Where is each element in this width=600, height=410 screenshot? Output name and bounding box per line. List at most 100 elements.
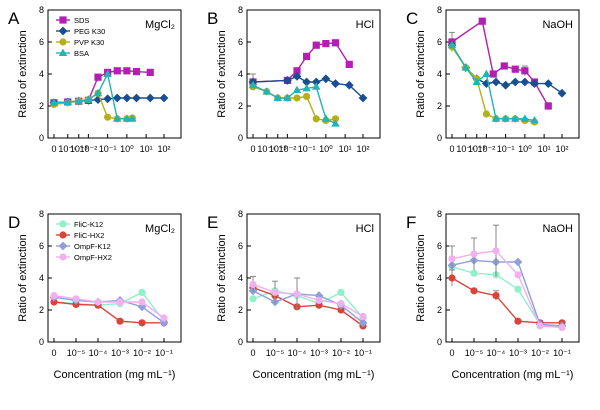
y-axis-label: Ratio of extinction — [415, 30, 427, 117]
condition-label: MgCl₂ — [145, 223, 175, 235]
x-tick-label: 10⁻² — [133, 348, 151, 358]
data-point — [331, 79, 340, 88]
data-point — [72, 295, 80, 303]
x-tick-label: 10⁻³ — [310, 348, 328, 358]
y-tick-label: 8 — [238, 5, 243, 15]
data-point — [138, 298, 146, 306]
data-point — [128, 114, 137, 122]
series-line — [53, 296, 165, 324]
data-point — [63, 97, 72, 105]
data-point — [93, 88, 103, 97]
x-tick-label: 10⁻⁴ — [288, 348, 307, 358]
x-tick-label: 10² — [555, 144, 568, 154]
legend-marker — [59, 253, 67, 261]
data-point — [530, 116, 539, 124]
y-tick-label: 8 — [39, 5, 44, 15]
y-axis-label: Ratio of extinction — [17, 30, 29, 117]
panel-letter: D — [8, 213, 20, 232]
data-point — [501, 114, 510, 122]
y-tick-label: 6 — [39, 37, 44, 47]
y-axis-label: Ratio of extinction — [216, 234, 228, 321]
x-tick-label: 10⁻⁵ — [67, 348, 86, 358]
panel-f: 0 2 4 6 8 0 10⁻⁵ 10⁻⁴ 10⁻³ 10⁻² 10⁻¹ Ratio of extin… — [406, 209, 580, 381]
data-point — [303, 92, 311, 100]
y-tick-label: 8 — [39, 209, 44, 219]
legend-marker — [59, 16, 67, 24]
series-ompf-hx2 — [448, 224, 566, 332]
data-point — [273, 93, 282, 101]
panel-letter: B — [207, 9, 218, 28]
data-point — [146, 68, 154, 76]
data-point — [113, 114, 122, 122]
y-tick-label: 6 — [238, 241, 243, 251]
data-point — [331, 119, 340, 127]
x-tick-label: 10⁻¹ — [298, 144, 316, 154]
condition-label: HCl — [356, 19, 374, 31]
y-tick-label: 8 — [437, 209, 442, 219]
y-tick-label: 4 — [39, 69, 44, 79]
data-point — [482, 69, 491, 77]
data-point — [557, 88, 567, 98]
data-point — [344, 80, 354, 90]
data-point — [103, 69, 112, 77]
x-tick-label: 10⁻¹ — [354, 348, 372, 358]
y-axis-label: Ratio of extinction — [17, 234, 29, 321]
legend-label: OmpF-HX2 — [74, 253, 112, 262]
series-ompf-hx2 — [249, 275, 367, 320]
data-point — [138, 288, 146, 296]
data-point — [248, 80, 258, 89]
series-line — [252, 290, 364, 319]
y-tick-label: 2 — [437, 101, 442, 111]
series-ompf-hx2 — [50, 292, 168, 322]
panel-letter: E — [207, 213, 218, 232]
data-point — [312, 41, 320, 49]
data-point — [470, 269, 478, 277]
data-point — [50, 298, 58, 306]
data-point — [315, 296, 323, 304]
series-line — [451, 266, 563, 327]
data-point — [511, 65, 519, 73]
data-point — [500, 62, 508, 70]
data-point — [491, 114, 501, 122]
data-point — [312, 82, 321, 90]
x-tick-label: 0 — [250, 144, 255, 154]
data-point — [49, 98, 59, 106]
legend-label: PEG K30 — [74, 27, 105, 36]
data-point — [312, 115, 320, 123]
data-point — [122, 114, 132, 122]
data-point — [302, 84, 311, 92]
data-point — [321, 74, 331, 84]
data-point — [116, 317, 124, 325]
legend-label: FliC-HX2 — [74, 231, 104, 240]
data-point — [271, 288, 279, 296]
x-tick-label: 0 — [51, 144, 56, 154]
data-point — [293, 94, 301, 102]
panel-letter: A — [8, 9, 20, 28]
data-point — [521, 67, 529, 75]
x-tick-label: 0 — [449, 144, 454, 154]
series-line — [53, 301, 164, 324]
x-tick-label: 10¹ — [339, 144, 352, 154]
y-tick-label: 6 — [39, 241, 44, 251]
data-point — [132, 68, 141, 76]
data-point — [492, 292, 500, 300]
y-tick-label: 2 — [39, 305, 44, 315]
data-point — [520, 77, 530, 87]
x-axis-label: Concentration (mg mL⁻¹) — [253, 369, 375, 381]
x-tick-label: 10⁻¹ — [155, 348, 173, 358]
x-tick-label: 10¹ — [538, 144, 551, 154]
x-tick-label: 10⁻³ — [70, 144, 88, 154]
legend-label: OmpF-K12 — [74, 242, 111, 251]
data-point — [461, 63, 470, 71]
data-point — [489, 70, 497, 78]
data-point — [511, 114, 520, 122]
data-point — [530, 79, 539, 88]
data-point — [94, 298, 102, 306]
series-line — [53, 71, 133, 120]
data-point — [337, 306, 345, 314]
data-point — [132, 93, 141, 103]
x-tick-label: 10⁻⁴ — [257, 144, 276, 154]
legend-label: FliC-K12 — [74, 220, 103, 229]
y-tick-label: 0 — [437, 133, 442, 143]
